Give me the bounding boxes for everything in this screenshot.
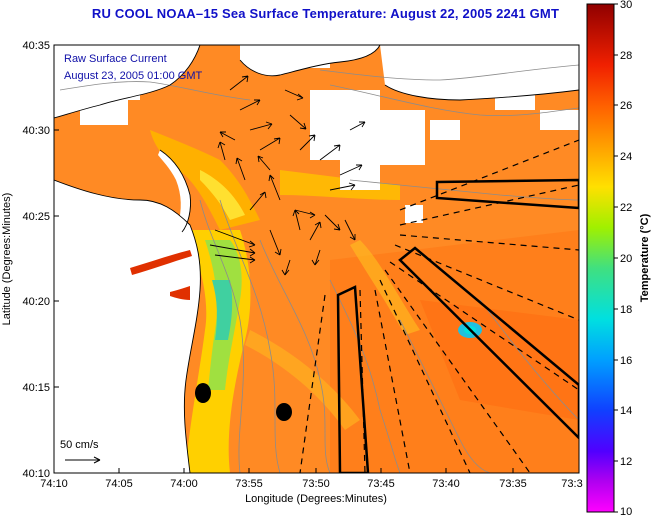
survey-boxes bbox=[336, 178, 579, 473]
land-sandy-hook bbox=[158, 150, 191, 232]
scale-label: 50 cm/s bbox=[60, 439, 99, 451]
x-tick-label: 74:00 bbox=[170, 478, 198, 490]
colorbar-tick: 14 bbox=[620, 405, 632, 417]
colorbar-tick: 24 bbox=[620, 151, 632, 163]
colorbar-tick: 12 bbox=[620, 456, 632, 468]
x-tick-label: 74:10 bbox=[40, 478, 68, 490]
y-axis-label: Latitude (Degrees:Minutes) bbox=[1, 193, 13, 326]
colorbar-label: Temperature (°C) bbox=[639, 213, 651, 302]
colorbar-tick: 28 bbox=[620, 50, 632, 62]
x-axis: 74:10 74:05 74:00 73:55 73:50 73:45 73:4… bbox=[40, 468, 583, 505]
colorbar-tick: 16 bbox=[620, 355, 632, 367]
colorbar-tick: 26 bbox=[620, 100, 632, 112]
x-tick-label: 74:05 bbox=[105, 478, 133, 490]
x-tick-label: 73:45 bbox=[367, 478, 395, 490]
map-title: RU COOL NOAA–15 Sea Surface Temperature:… bbox=[91, 6, 560, 21]
colorbar-tick: 22 bbox=[620, 202, 632, 214]
colorbar-tick: 20 bbox=[620, 253, 632, 265]
map-field bbox=[54, 45, 579, 473]
x-tick-label: 73:40 bbox=[432, 478, 460, 490]
y-tick-label: 40:30 bbox=[22, 125, 50, 137]
x-tick-label: 73:50 bbox=[302, 478, 330, 490]
x-tick-label: 73:55 bbox=[235, 478, 263, 490]
y-tick-label: 40:20 bbox=[22, 296, 50, 308]
overlay-line2: August 23, 2005 01:00 GMT bbox=[64, 70, 202, 82]
scale-arrow bbox=[65, 456, 101, 464]
x-axis-label: Longitude (Degrees:Minutes) bbox=[245, 493, 387, 505]
overlay-line1: Raw Surface Current bbox=[64, 53, 167, 65]
colorbar-tick: 18 bbox=[620, 304, 632, 316]
y-tick-label: 40:15 bbox=[22, 382, 50, 394]
y-tick-label: 40:35 bbox=[22, 40, 50, 52]
marker-dot bbox=[276, 403, 292, 421]
y-tick-label: 40:25 bbox=[22, 211, 50, 223]
marker-dot bbox=[195, 383, 211, 403]
colorbar-tick: 30 bbox=[620, 0, 632, 11]
colorbar-gradient bbox=[586, 3, 615, 513]
current-vectors bbox=[209, 75, 366, 276]
y-axis: 40:35 40:30 40:25 40:20 40:15 40:10 Lati… bbox=[1, 40, 59, 480]
x-tick-label: 73:35 bbox=[499, 478, 527, 490]
colorbar-tick: 10 bbox=[620, 506, 632, 518]
colorbar: 30 28 26 24 22 20 18 16 14 12 10 Tempera… bbox=[586, 0, 651, 518]
x-tick-label: 73:3 bbox=[561, 478, 582, 490]
y-tick-label: 40:10 bbox=[22, 468, 50, 480]
land-new-jersey bbox=[54, 45, 201, 473]
